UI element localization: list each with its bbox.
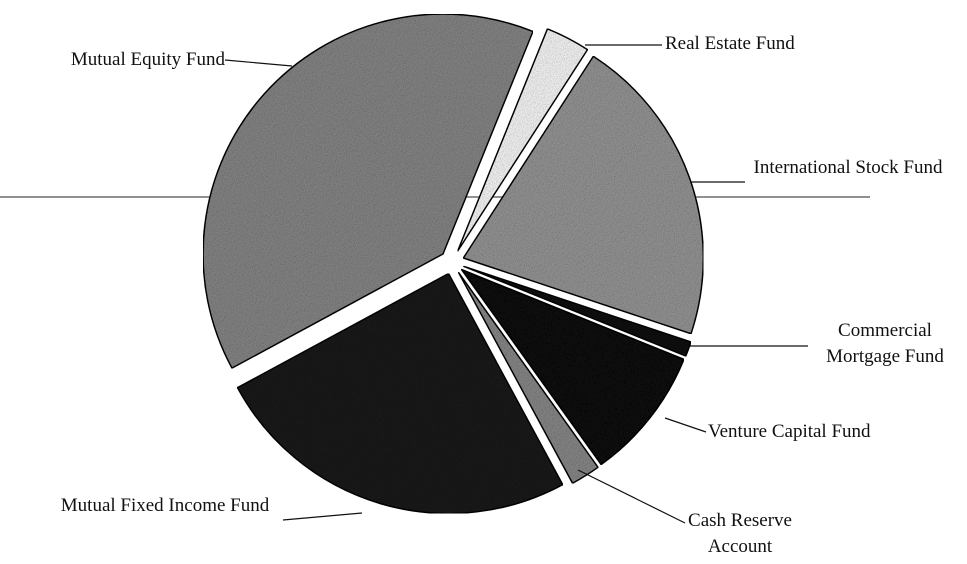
- slice-label: Real Estate Fund: [665, 33, 795, 54]
- slice: [462, 265, 692, 358]
- leader-line: [664, 417, 707, 433]
- leader-line: [282, 512, 363, 521]
- slice-label: International Stock Fund: [753, 157, 943, 178]
- slice-label: Mutual Fixed Income Fund: [60, 495, 270, 516]
- slices: [202, 13, 705, 515]
- slice: [457, 271, 600, 485]
- slice: [459, 267, 685, 466]
- slice-label: Venture Capital Fund: [708, 421, 871, 442]
- leader-line: [577, 469, 686, 524]
- slice: [202, 13, 534, 370]
- leader-line: [224, 59, 293, 67]
- slice: [462, 55, 705, 335]
- slice-label: Cash Reserve Account: [688, 510, 792, 557]
- slice-label: Commercial Mortgage Fund: [826, 320, 944, 367]
- slice: [236, 272, 564, 515]
- slice: [456, 27, 589, 252]
- slice-label: Mutual Equity Fund: [70, 49, 225, 70]
- leaders: [224, 44, 808, 524]
